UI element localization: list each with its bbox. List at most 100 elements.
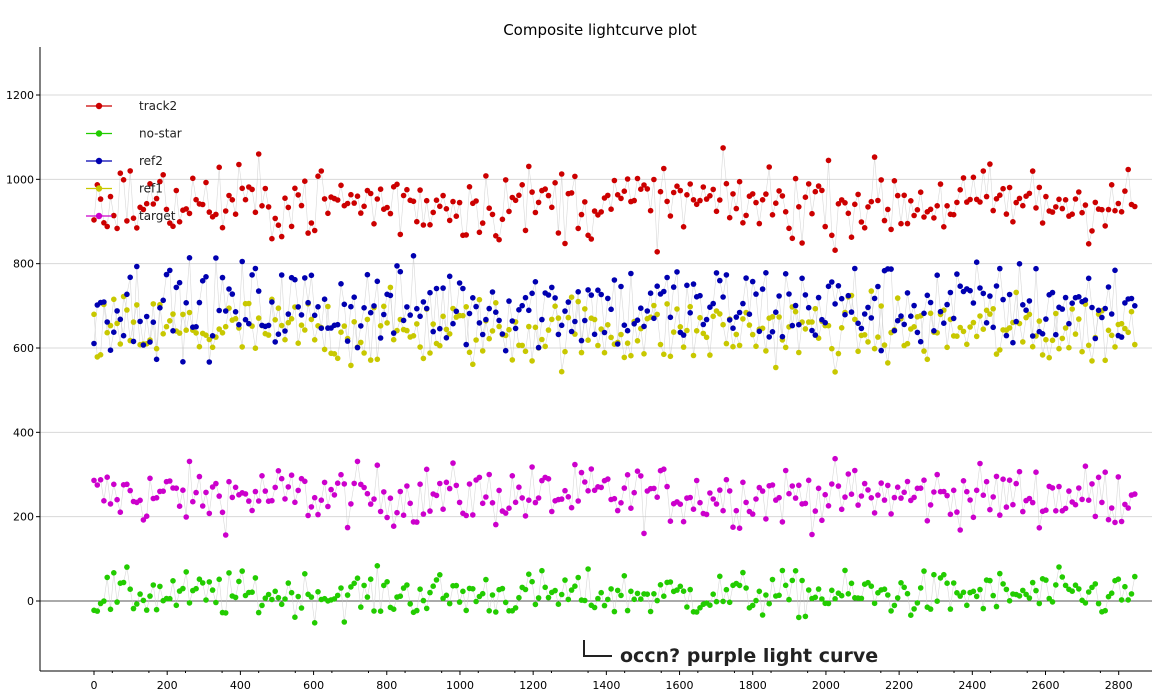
point-no-star [104, 574, 110, 581]
point-target [308, 504, 315, 510]
point-track2 [740, 220, 746, 226]
point-target [957, 527, 963, 533]
point-no-star [473, 598, 479, 605]
point-track2 [288, 223, 295, 230]
point-target [733, 507, 740, 514]
point-ref2 [736, 309, 743, 316]
point-ref1 [954, 333, 960, 340]
point-no-star [647, 608, 654, 615]
point-ref2 [160, 297, 166, 304]
point-target [779, 519, 786, 525]
point-ref2 [825, 283, 832, 290]
point-ref2 [730, 325, 736, 332]
point-ref2 [605, 295, 611, 302]
point-ref2 [486, 305, 493, 312]
point-ref2 [1000, 296, 1006, 303]
point-no-star [262, 595, 269, 601]
point-ref2 [246, 320, 252, 327]
point-ref2 [1076, 294, 1082, 300]
point-ref2 [153, 356, 160, 363]
point-no-star [736, 582, 743, 589]
point-target [628, 505, 634, 512]
point-ref1 [977, 313, 983, 319]
point-ref2 [865, 304, 871, 311]
point-target [493, 521, 499, 528]
point-target [861, 480, 868, 487]
point-target [1053, 508, 1059, 514]
point-ref2 [456, 280, 463, 286]
axes: 0 200 400 600 800 1000 1200 0 200 400 600 800 1000 12… [6, 47, 1152, 692]
point-target [618, 500, 624, 506]
point-ref1 [308, 316, 315, 323]
point-target [605, 476, 611, 482]
point-ref1 [667, 353, 674, 360]
point-ref1 [852, 316, 858, 323]
point-ref2 [440, 285, 446, 291]
point-target [117, 509, 124, 515]
point-ref1 [970, 319, 977, 326]
point-no-star [815, 586, 822, 592]
point-target [832, 455, 838, 462]
point-track2 [249, 186, 255, 193]
point-ref1 [624, 340, 631, 347]
point-ref1 [295, 340, 302, 347]
point-track2 [789, 235, 796, 242]
point-ref1 [246, 300, 252, 307]
point-track2 [499, 216, 506, 223]
point-track2 [193, 196, 199, 203]
point-ref1 [216, 326, 222, 332]
point-target [858, 493, 865, 499]
point-track2 [170, 223, 176, 230]
point-ref1 [865, 339, 871, 345]
point-ref1 [812, 305, 819, 312]
x-tick-label: 1400 [592, 679, 620, 692]
point-target [641, 530, 647, 537]
point-ref1 [532, 324, 539, 331]
point-ref2 [512, 325, 519, 332]
point-ref2 [285, 311, 292, 317]
point-target [970, 514, 977, 521]
point-target [193, 489, 199, 496]
point-track2 [417, 187, 423, 193]
point-track2 [479, 220, 486, 226]
point-ref2 [539, 316, 545, 323]
point-no-star [308, 594, 315, 600]
point-no-star [911, 606, 917, 612]
point-ref1 [1118, 320, 1125, 327]
point-target [377, 508, 384, 515]
x-tick-label: 800 [376, 679, 397, 692]
point-ref1 [1046, 354, 1052, 361]
point-target [756, 484, 763, 491]
point-no-star [512, 605, 519, 611]
point-no-star [792, 568, 799, 574]
point-ref2 [786, 291, 792, 297]
point-track2 [97, 196, 104, 202]
point-ref1 [552, 303, 558, 310]
point-track2 [134, 225, 140, 231]
point-ref2 [700, 321, 707, 328]
point-ref2 [1112, 267, 1118, 274]
point-ref2 [423, 305, 430, 312]
point-target [334, 480, 341, 487]
point-track2 [983, 193, 990, 200]
point-ref1 [733, 331, 740, 338]
point-target [868, 495, 875, 501]
point-track2 [997, 192, 1003, 198]
point-ref1 [1056, 345, 1062, 352]
point-no-star [180, 585, 186, 592]
point-track2 [1122, 188, 1128, 194]
point-target [578, 469, 585, 476]
point-no-star [499, 585, 506, 592]
point-track2 [232, 211, 239, 217]
point-ref1 [232, 315, 239, 322]
point-target [947, 511, 954, 518]
point-no-star [331, 596, 338, 602]
point-ref2 [931, 328, 937, 334]
point-ref2 [1069, 300, 1075, 307]
point-ref2 [1108, 311, 1115, 317]
point-target [819, 517, 825, 524]
point-no-star [568, 587, 575, 593]
point-track2 [173, 187, 180, 194]
point-ref2 [545, 292, 552, 298]
